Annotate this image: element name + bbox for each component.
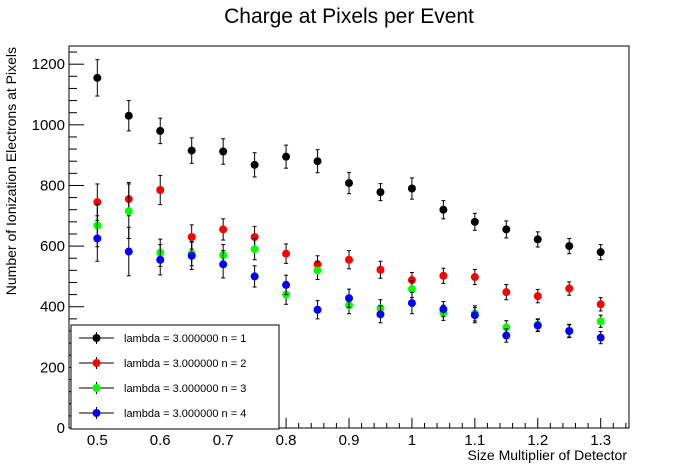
x-tick-label: 1.3 [590, 432, 611, 449]
data-point [470, 217, 479, 226]
legend: lambda = 3.000000 n = 1 lambda = 3.000000… [70, 324, 280, 430]
data-point [565, 284, 574, 293]
legend-marker [92, 409, 101, 417]
data-point [219, 147, 228, 156]
data-point [470, 273, 479, 282]
y-tick-label: 1000 [32, 117, 65, 134]
data-point [250, 272, 259, 281]
x-tick-label: 0.8 [276, 432, 297, 449]
legend-box [70, 324, 280, 430]
data-point [407, 184, 416, 193]
data-point [93, 73, 102, 82]
legend-label: lambda = 3.000000 n = 1 [124, 333, 246, 345]
chart-title: Charge at Pixels per Event [224, 5, 474, 28]
data-point [439, 271, 448, 280]
x-axis-title: Size Multiplier of Detector [467, 447, 627, 463]
data-point [376, 265, 385, 274]
data-point [313, 305, 322, 314]
x-tick-label: 0.9 [339, 432, 360, 449]
data-point [156, 126, 165, 135]
data-point [93, 234, 102, 243]
legend-label: lambda = 3.000000 n = 2 [124, 358, 246, 370]
data-point [187, 146, 196, 155]
data-point [282, 249, 291, 258]
data-point [407, 276, 416, 285]
data-point [502, 225, 511, 234]
y-tick-label: 0 [57, 420, 65, 437]
y-tick-label: 400 [40, 299, 65, 316]
legend-marker [92, 384, 101, 392]
data-point [156, 255, 165, 264]
data-point [219, 260, 228, 269]
y-tick-label: 1200 [32, 56, 65, 73]
data-point [439, 305, 448, 314]
data-point [313, 266, 322, 275]
legend-marker [92, 334, 101, 342]
data-point [470, 311, 479, 320]
data-point [282, 280, 291, 289]
plot-area: 0.5 0.6 0.7 0.8 0.9 1 1.1 1.2 1.3 0 200 400 600 800 10… [32, 45, 630, 449]
data-point [345, 255, 353, 264]
x-tick-label: 1.1 [464, 432, 485, 449]
x-tick-label: 1.2 [527, 432, 548, 449]
data-point [596, 248, 605, 257]
data-point [502, 288, 511, 297]
data-point [187, 233, 196, 241]
data-point [565, 242, 574, 251]
data-point [565, 326, 574, 335]
data-point [596, 300, 605, 309]
x-tick-label: 0.7 [213, 432, 234, 449]
y-tick-label: 200 [40, 359, 65, 376]
y-axis-title: Number of Ionization Electrons at Pixels [3, 47, 19, 295]
data-point [219, 225, 228, 234]
data-point [282, 152, 291, 161]
data-point [376, 188, 385, 197]
data-point [533, 235, 542, 244]
x-tick-label: 1 [408, 432, 416, 449]
data-point [313, 157, 322, 166]
data-point [124, 247, 133, 256]
data-point [596, 333, 605, 342]
data-point [187, 251, 196, 260]
data-point [156, 186, 165, 195]
data-point [502, 331, 511, 340]
x-tick-label: 0.6 [150, 432, 171, 449]
x-tick-label: 0.5 [87, 432, 108, 449]
data-point [439, 205, 448, 214]
y-tick-label: 600 [40, 238, 65, 255]
data-point [376, 310, 385, 319]
data-point [407, 285, 416, 294]
data-point [596, 317, 605, 326]
data-point [124, 111, 133, 120]
data-point [533, 321, 542, 330]
data-point [345, 179, 353, 188]
data-point [345, 294, 353, 303]
data-point [124, 207, 133, 216]
legend-marker [92, 359, 101, 367]
legend-label: lambda = 3.000000 n = 4 [124, 408, 246, 420]
data-point [407, 299, 416, 308]
data-point [250, 245, 259, 254]
data-point [250, 160, 259, 169]
data-point [533, 292, 542, 301]
legend-label: lambda = 3.000000 n = 3 [124, 383, 246, 395]
y-tick-label: 800 [40, 177, 65, 194]
